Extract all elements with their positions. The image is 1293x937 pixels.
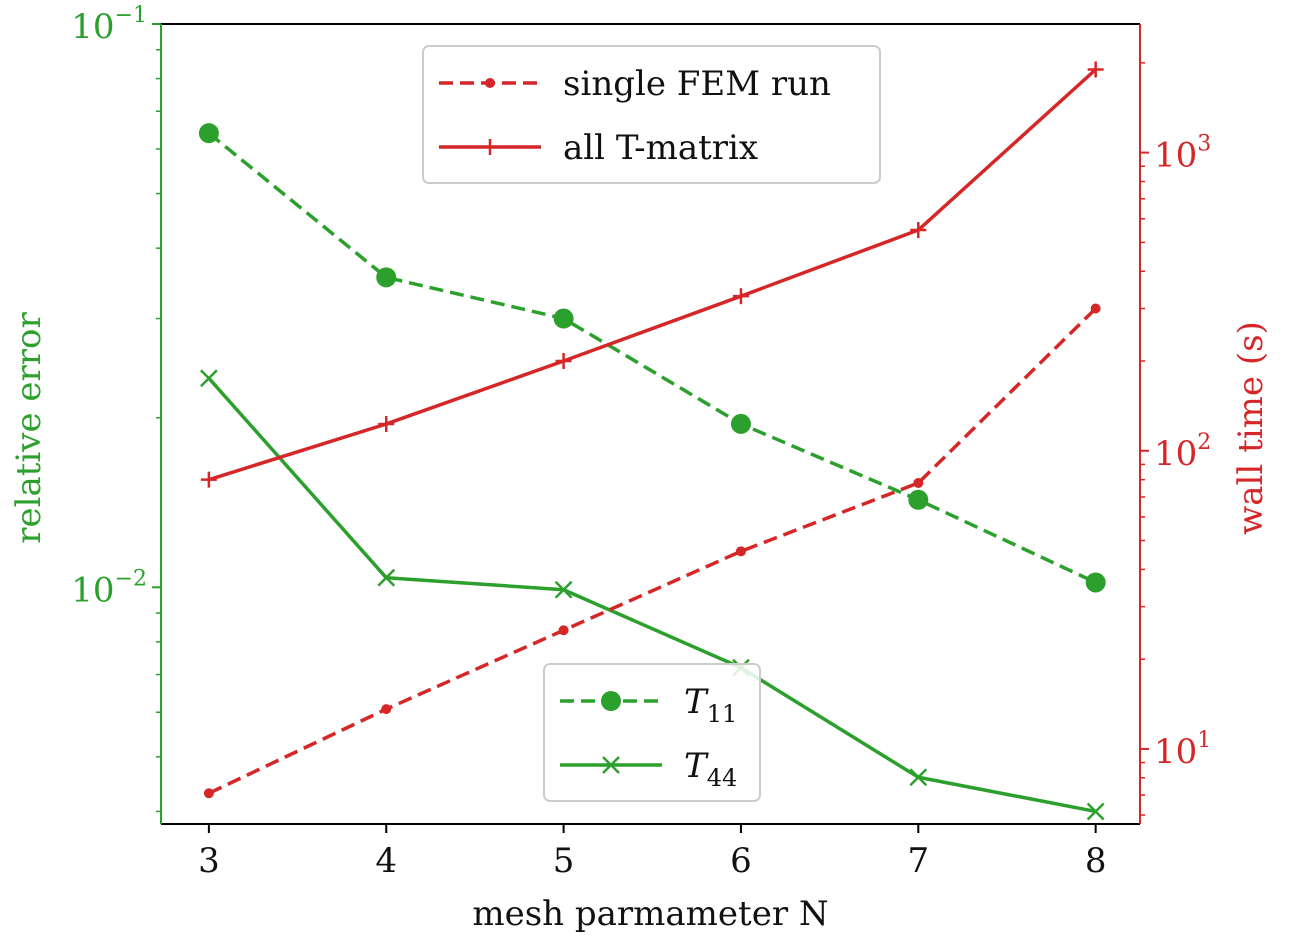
left-y-tick-label-0: 10−1 xyxy=(71,3,147,47)
data-point-tmatrix-3 xyxy=(732,288,749,305)
data-point-tmatrix-5 xyxy=(1087,61,1104,78)
data-point-t44-5 xyxy=(1086,802,1105,821)
data-point-t44-2-stroke-b xyxy=(554,580,573,599)
data-point-t44-4 xyxy=(909,768,928,787)
data-point-fem-0 xyxy=(203,788,214,799)
data-point-t11-5 xyxy=(1085,572,1106,593)
data-point-fem-2 xyxy=(558,625,569,636)
x-tick-label-1: 4 xyxy=(375,841,397,881)
legend-label-sub-t44: 44 xyxy=(707,764,738,792)
legend-label-fem: single FEM run xyxy=(563,64,831,104)
legend-marker-t44-stroke-b xyxy=(602,756,620,774)
right-y-axis-label: wall time (s) xyxy=(1231,321,1271,535)
right-y-tick-base-1: 10 xyxy=(1154,434,1197,474)
legend-label-t44: T44 xyxy=(684,746,737,792)
data-point-t44-0 xyxy=(200,369,218,388)
right-y-tick-exp-0: 1 xyxy=(1197,728,1211,753)
right-y-tick-base-0: 10 xyxy=(1154,732,1197,772)
right-y-tick-label-0: 101 xyxy=(1154,728,1211,772)
data-point-t11-2 xyxy=(553,308,574,329)
legend-marker-tmatrix xyxy=(482,139,498,155)
series-fem xyxy=(203,303,1101,799)
series-line-tmatrix xyxy=(208,68,1097,482)
data-point-t11-1 xyxy=(376,267,397,288)
data-point-fem-5 xyxy=(1090,303,1101,314)
legend-label-t11: T11 xyxy=(684,682,737,728)
left-y-tick-label-1: 10−2 xyxy=(71,566,147,610)
data-point-t44-1 xyxy=(377,568,396,587)
left-y-tick-exp-1: −2 xyxy=(115,566,147,591)
data-point-t44-4-stroke-b xyxy=(909,768,928,787)
right-y-tick-exp-1: 2 xyxy=(1197,430,1211,455)
legend-marker-fem xyxy=(485,78,495,88)
series-tmatrix xyxy=(200,61,1104,488)
legend-label-base-t44: T xyxy=(684,746,709,786)
data-point-fem-4 xyxy=(913,477,924,488)
series-line-fem xyxy=(208,307,1097,795)
x-tick-label-0: 3 xyxy=(198,841,220,881)
legend-label-tmatrix: all T-matrix xyxy=(563,128,758,168)
legend-label-base-t11: T xyxy=(684,682,709,722)
series-line-t11 xyxy=(207,131,1097,585)
x-tick-label-2: 5 xyxy=(553,841,575,881)
legend-marker-t44 xyxy=(602,756,620,774)
data-point-tmatrix-0 xyxy=(200,471,217,488)
data-point-fem-1 xyxy=(381,704,392,715)
data-point-t44-0-stroke-b xyxy=(200,369,218,388)
data-point-t11-4 xyxy=(908,489,929,510)
series-layer xyxy=(198,61,1106,821)
data-point-t11-3 xyxy=(730,413,751,434)
x-tick-label-5: 8 xyxy=(1085,841,1107,881)
legend-label-sub-t11: 11 xyxy=(707,700,738,728)
left-y-axis-label: relative error xyxy=(9,311,49,543)
data-point-t44-5-stroke-b xyxy=(1086,802,1105,821)
data-point-tmatrix-4 xyxy=(910,222,927,239)
data-point-t44-2 xyxy=(554,580,573,599)
right-y-tick-exp-2: 3 xyxy=(1197,132,1211,157)
right-y-tick-label-1: 102 xyxy=(1154,430,1211,474)
legend-marker-t11 xyxy=(601,691,621,711)
left-y-tick-exp-0: −1 xyxy=(115,3,147,28)
data-point-tmatrix-2 xyxy=(555,353,572,370)
left-y-tick-base-0: 10 xyxy=(71,7,114,47)
data-point-fem-3 xyxy=(735,546,746,557)
data-point-tmatrix-1 xyxy=(378,415,395,432)
right-y-tick-label-2: 103 xyxy=(1154,132,1211,176)
series-t11 xyxy=(198,123,1106,593)
series-line-t44 xyxy=(207,377,1096,814)
data-point-t44-1-stroke-b xyxy=(377,568,396,587)
right-y-tick-base-2: 10 xyxy=(1154,136,1197,176)
left-y-tick-base-1: 10 xyxy=(71,570,114,610)
x-tick-label-3: 6 xyxy=(730,841,752,881)
legend-top: single FEM run all T-matrix xyxy=(422,45,881,184)
data-point-t11-0 xyxy=(198,123,219,144)
x-axis-label: mesh parmameter N xyxy=(472,894,828,934)
x-tick-label-4: 7 xyxy=(907,841,929,881)
